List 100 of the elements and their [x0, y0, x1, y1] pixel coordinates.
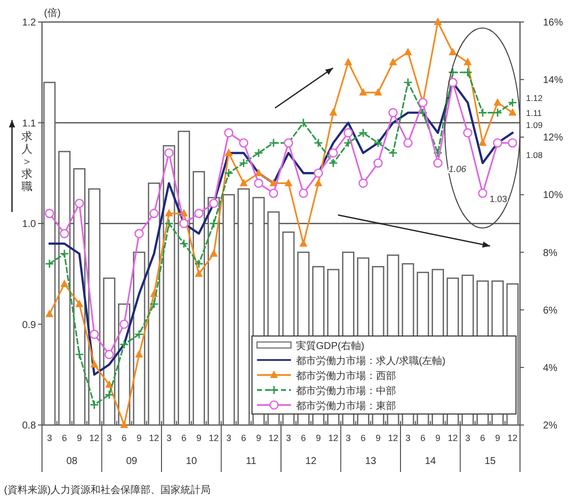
- y-tick-label: 1.1: [22, 118, 36, 130]
- point: [299, 239, 308, 247]
- point: [134, 330, 144, 340]
- x-tick-label: 6: [241, 433, 246, 443]
- point: [492, 138, 502, 148]
- text: (資料来源)人力資源和社会保障部、国家統計局: [4, 484, 211, 496]
- x-tick-label: 12: [268, 433, 279, 443]
- y2-tick-label: 10%: [543, 190, 564, 202]
- point: [388, 148, 398, 158]
- point: [434, 18, 442, 25]
- point: [240, 178, 248, 186]
- point: [120, 420, 128, 428]
- point: [448, 68, 458, 78]
- x-tick-label: 6: [360, 433, 366, 443]
- point: [90, 360, 98, 368]
- point: [344, 138, 353, 148]
- point: [194, 269, 203, 277]
- point: [179, 218, 189, 228]
- point: [105, 380, 114, 388]
- text: 09: [126, 456, 138, 467]
- point: [403, 78, 413, 88]
- point: [164, 208, 173, 216]
- point: [134, 228, 144, 238]
- x-tick-label: 12: [388, 433, 398, 443]
- legend-label: 実質GDP(右軸): [296, 340, 364, 352]
- annotation: 1.03: [490, 194, 508, 204]
- y2-tick-label: 2%: [543, 420, 558, 432]
- point: [328, 158, 338, 168]
- text: 1.11: [526, 108, 542, 118]
- point: [60, 228, 70, 238]
- x-tick-label: 9: [316, 433, 321, 443]
- x-tick-label: 12: [508, 433, 518, 443]
- y2-tick-label: 6%: [543, 305, 558, 316]
- point: [224, 168, 234, 178]
- x-tick-label: 12: [89, 433, 100, 443]
- x-tick-label: 3: [226, 433, 232, 443]
- x-tick-label: 6: [300, 433, 306, 443]
- y2-tick-label: 12%: [543, 132, 564, 144]
- point: [44, 259, 54, 268]
- x-tick-label: 9: [76, 433, 82, 443]
- point: [404, 48, 412, 56]
- point: [508, 98, 518, 108]
- point: [164, 148, 174, 158]
- point: [284, 178, 292, 186]
- legend-label: 都市労働力市場：求人/求職(左軸): [296, 355, 446, 367]
- x-tick-label: 3: [465, 433, 470, 443]
- point: [75, 300, 84, 308]
- point: [149, 299, 159, 309]
- point: [374, 88, 382, 96]
- point: [179, 238, 189, 248]
- x-tick-label: 6: [420, 433, 426, 443]
- x-tick-label: 9: [435, 433, 440, 443]
- point: [60, 249, 70, 258]
- point: [268, 188, 278, 198]
- point: [60, 279, 68, 287]
- point: [328, 148, 338, 158]
- y-tick-label: 0.8: [22, 420, 36, 432]
- point: [418, 108, 428, 118]
- y-tick-label: 1.0: [22, 219, 36, 230]
- point: [494, 98, 502, 106]
- x-tick-label: 12: [328, 433, 338, 443]
- text: 11: [246, 456, 257, 467]
- x-tick-label: 6: [62, 433, 67, 443]
- x-tick-label: 9: [376, 433, 381, 443]
- point: [314, 168, 323, 178]
- x-tick-label: 3: [286, 433, 291, 443]
- point: [104, 390, 114, 400]
- point: [463, 128, 472, 138]
- x-tick-label: 6: [181, 433, 186, 443]
- y2-tick-label: 4%: [543, 362, 558, 374]
- x-tick-label: 9: [196, 433, 202, 443]
- x-tick-label: 12: [149, 433, 160, 443]
- x-tick-label: 3: [346, 433, 351, 443]
- point: [314, 138, 324, 148]
- x-tick-label: 9: [256, 433, 262, 443]
- point: [388, 108, 398, 118]
- point: [74, 350, 84, 360]
- point: [433, 158, 442, 168]
- text: 10: [186, 456, 198, 467]
- point: [433, 148, 443, 158]
- point: [358, 178, 368, 188]
- x-tick-label: 3: [166, 433, 172, 443]
- point: [329, 108, 338, 116]
- text: 13: [365, 456, 377, 467]
- point: [508, 138, 518, 148]
- point: [224, 148, 233, 156]
- x-tick-label: 6: [122, 433, 127, 443]
- y-axis-title: (倍): [44, 7, 61, 19]
- point: [210, 249, 218, 257]
- text: 1.12: [526, 93, 543, 103]
- x-tick-label: 3: [106, 433, 112, 443]
- point: [239, 138, 248, 148]
- point: [448, 78, 458, 88]
- point: [238, 158, 248, 168]
- text: 08: [66, 456, 78, 467]
- point: [254, 178, 264, 188]
- point: [344, 128, 353, 138]
- text: 求人＞求職: [22, 130, 32, 193]
- point: [373, 138, 383, 148]
- x-tick-label: 9: [495, 433, 500, 443]
